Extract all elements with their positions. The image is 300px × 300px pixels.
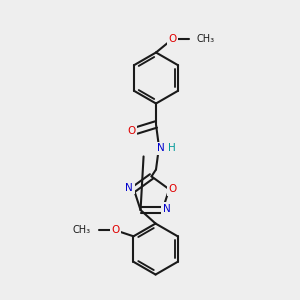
Text: CH₃: CH₃ xyxy=(196,34,214,44)
Text: CH₃: CH₃ xyxy=(73,225,91,235)
Text: O: O xyxy=(168,34,177,44)
Text: O: O xyxy=(111,225,120,235)
Text: N: N xyxy=(125,183,133,193)
Text: H: H xyxy=(168,143,176,154)
Text: O: O xyxy=(169,184,177,194)
Text: N: N xyxy=(157,143,164,154)
Text: N: N xyxy=(163,203,171,214)
Text: O: O xyxy=(127,125,135,136)
